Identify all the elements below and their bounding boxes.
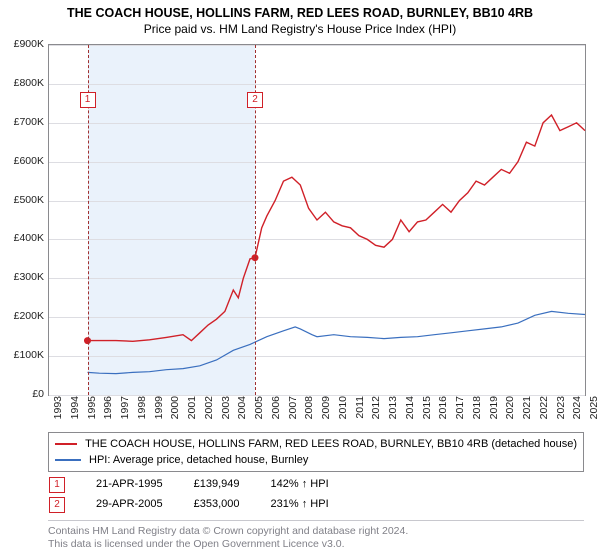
x-tick-label: 1997 <box>119 396 131 426</box>
y-tick-label: £700K <box>4 116 44 128</box>
x-tick-label: 2022 <box>538 396 550 426</box>
x-tick-label: 2000 <box>169 396 181 426</box>
y-tick-label: £200K <box>4 310 44 322</box>
x-tick-label: 1996 <box>102 396 114 426</box>
datapoint-2-date: 29-APR-2005 <box>95 494 193 514</box>
y-tick-label: £600K <box>4 155 44 167</box>
series-property <box>88 115 586 341</box>
footer-line1: Contains HM Land Registry data © Crown c… <box>48 525 584 538</box>
footer-attribution: Contains HM Land Registry data © Crown c… <box>48 520 584 551</box>
marker-1-badge: 1 <box>80 92 96 108</box>
legend-row-hpi: HPI: Average price, detached house, Burn… <box>55 452 577 468</box>
y-tick-label: £0 <box>4 388 44 400</box>
x-tick-label: 2017 <box>454 396 466 426</box>
x-tick-label: 2023 <box>555 396 567 426</box>
x-tick-label: 2014 <box>404 396 416 426</box>
x-tick-label: 2012 <box>370 396 382 426</box>
x-tick-label: 2019 <box>488 396 500 426</box>
y-tick-label: £300K <box>4 271 44 283</box>
x-tick-label: 2021 <box>521 396 533 426</box>
x-tick-label: 1995 <box>86 396 98 426</box>
plot-area: 12 <box>48 44 586 396</box>
datapoint-1-date: 21-APR-1995 <box>95 474 193 494</box>
datapoint-1-badge: 1 <box>49 477 65 493</box>
datapoint-row-1: 1 21-APR-1995 £139,949 142% ↑ HPI <box>48 474 359 494</box>
x-tick-label: 1998 <box>136 396 148 426</box>
legend-swatch-hpi <box>55 459 81 461</box>
x-tick-label: 2013 <box>387 396 399 426</box>
chart-container: THE COACH HOUSE, HOLLINS FARM, RED LEES … <box>0 0 600 560</box>
legend: THE COACH HOUSE, HOLLINS FARM, RED LEES … <box>48 432 584 472</box>
datapoint-1-hpi: 142% ↑ HPI <box>270 474 359 494</box>
x-tick-label: 2001 <box>186 396 198 426</box>
datapoint-row-2: 2 29-APR-2005 £353,000 231% ↑ HPI <box>48 494 359 514</box>
y-tick-label: £900K <box>4 38 44 50</box>
legend-row-property: THE COACH HOUSE, HOLLINS FARM, RED LEES … <box>55 436 577 452</box>
datapoint-2-badge: 2 <box>49 497 65 513</box>
x-tick-label: 2025 <box>588 396 600 426</box>
x-tick-label: 2008 <box>303 396 315 426</box>
x-tick-label: 2016 <box>437 396 449 426</box>
y-tick-label: £500K <box>4 194 44 206</box>
y-tick-label: £100K <box>4 349 44 361</box>
x-tick-label: 2005 <box>253 396 265 426</box>
title-address: THE COACH HOUSE, HOLLINS FARM, RED LEES … <box>0 6 600 20</box>
x-tick-label: 2011 <box>354 396 366 426</box>
datapoints-table: 1 21-APR-1995 £139,949 142% ↑ HPI 2 29-A… <box>48 474 584 514</box>
legend-swatch-property <box>55 443 77 445</box>
y-tick-label: £800K <box>4 77 44 89</box>
x-tick-label: 1993 <box>52 396 64 426</box>
x-tick-label: 1999 <box>153 396 165 426</box>
x-tick-label: 2015 <box>421 396 433 426</box>
x-tick-label: 2007 <box>287 396 299 426</box>
plot-svg <box>49 45 585 395</box>
marker-2-badge: 2 <box>247 92 263 108</box>
y-tick-label: £400K <box>4 232 44 244</box>
x-tick-label: 2003 <box>220 396 232 426</box>
x-tick-label: 2009 <box>320 396 332 426</box>
x-tick-label: 2006 <box>270 396 282 426</box>
title-subtitle: Price paid vs. HM Land Registry's House … <box>0 22 600 36</box>
x-tick-label: 2010 <box>337 396 349 426</box>
legend-label-property: THE COACH HOUSE, HOLLINS FARM, RED LEES … <box>85 436 577 452</box>
datapoint-1-price: £139,949 <box>193 474 270 494</box>
datapoint-2-price: £353,000 <box>193 494 270 514</box>
x-tick-label: 2020 <box>504 396 516 426</box>
x-tick-label: 1994 <box>69 396 81 426</box>
x-tick-label: 2018 <box>471 396 483 426</box>
x-tick-label: 2024 <box>571 396 583 426</box>
series-hpi <box>88 311 586 373</box>
title-block: THE COACH HOUSE, HOLLINS FARM, RED LEES … <box>0 0 600 38</box>
x-tick-label: 2004 <box>236 396 248 426</box>
datapoint-2-hpi: 231% ↑ HPI <box>270 494 359 514</box>
footer-line2: This data is licensed under the Open Gov… <box>48 538 584 551</box>
x-tick-label: 2002 <box>203 396 215 426</box>
legend-label-hpi: HPI: Average price, detached house, Burn… <box>89 452 308 468</box>
